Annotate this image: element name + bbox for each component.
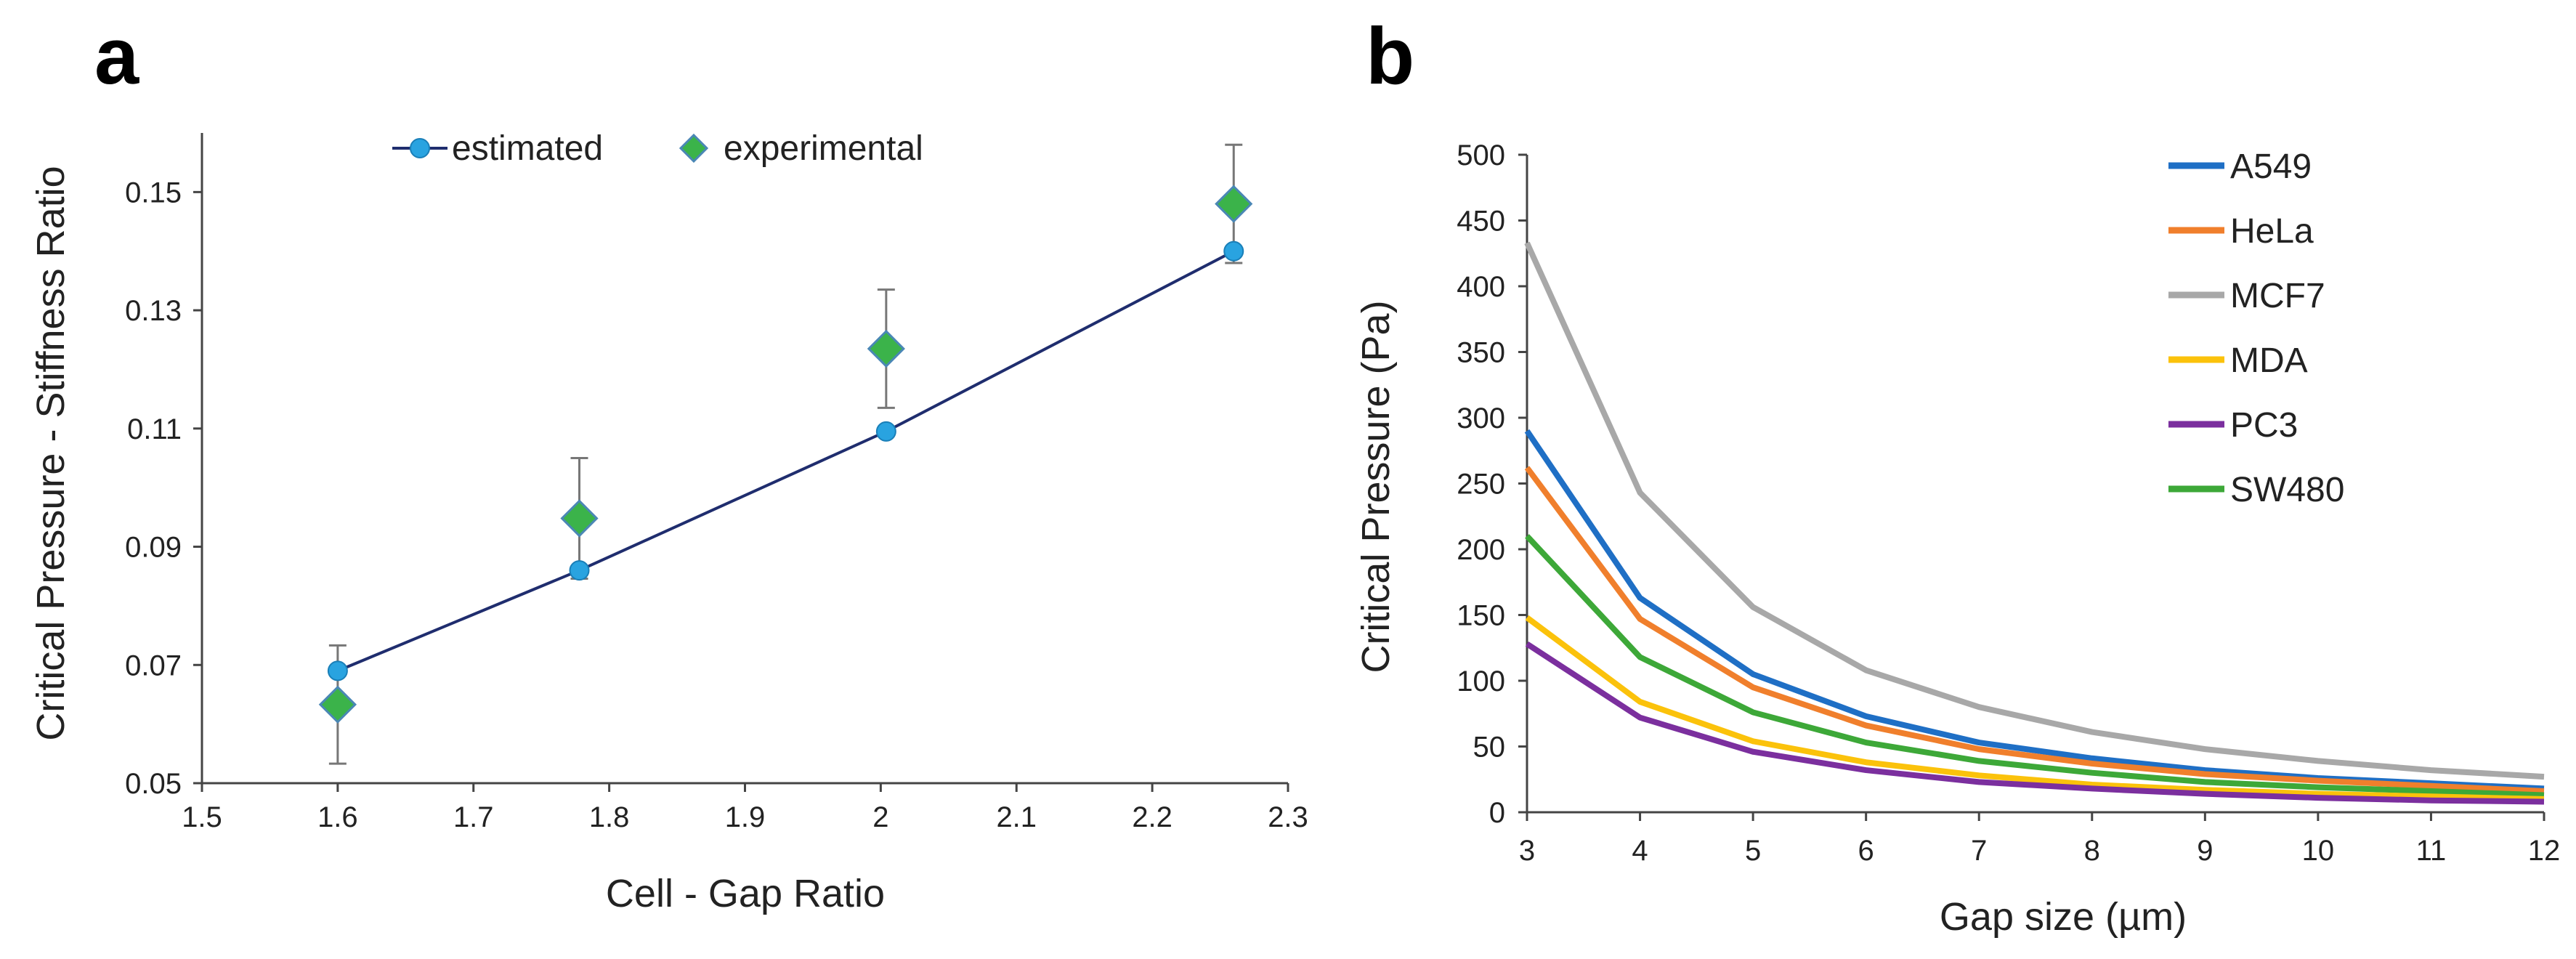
chart-b-y-tick-label: 200	[1457, 534, 1505, 566]
chart-a-y-tick-label: 0.09	[125, 532, 182, 564]
chart-b-x-axis-title: Gap size (µm)	[1940, 895, 2187, 939]
chart-a-x-tick-label: 1.9	[725, 801, 766, 833]
experimental-point	[867, 329, 905, 368]
chart-a-x-tick-label: 1.5	[182, 801, 222, 833]
estimated-series-line	[337, 249, 1235, 673]
legend-label-a549: A549	[2230, 147, 2312, 186]
series-line-sw480	[1525, 534, 2545, 798]
chart-b-x-tick-label: 12	[2528, 835, 2561, 867]
series-line-mcf7	[1524, 241, 2545, 780]
chart-a-y-tick-label: 0.07	[125, 650, 182, 681]
chart-b-x-tick-label: 8	[2084, 835, 2100, 867]
legend-label-mcf7: MCF7	[2230, 277, 2325, 315]
chart-b-y-tick-label: 400	[1457, 271, 1505, 303]
chart-b-y-tick-label: 0	[1489, 797, 1505, 829]
chart-a-x-axis-title: Cell - Gap Ratio	[606, 872, 885, 915]
chart-b-x-tick-label: 11	[2416, 835, 2447, 867]
chart-a-x-tick-label: 2	[872, 801, 888, 833]
legend-label-pc3: PC3	[2230, 406, 2298, 445]
experimental-point	[1215, 185, 1253, 223]
chart-a-x-tick-label: 1.8	[589, 801, 630, 833]
legend-label-sw480: SW480	[2230, 471, 2344, 509]
chart-b-y-tick-label: 100	[1457, 665, 1505, 697]
estimated-point	[875, 421, 896, 442]
estimated-point	[569, 560, 590, 581]
series-line-hela	[1524, 466, 2545, 795]
legend-experimental-marker	[679, 133, 709, 163]
chart-a-y-tick-label: 0.13	[125, 295, 182, 327]
series-line-mda	[1525, 615, 2545, 802]
chart-b-y-axis-title: Critical Pressure (Pa)	[1354, 300, 1398, 673]
chart-b-y-tick-label: 300	[1457, 402, 1505, 434]
chart-b-y-tick-label: 150	[1457, 600, 1505, 632]
legend-label-mda: MDA	[2230, 341, 2308, 380]
chart-a-x-tick-label: 2.1	[996, 801, 1037, 833]
panel-label-a: a	[94, 12, 139, 101]
chart-a-y-tick-label: 0.05	[125, 768, 182, 800]
chart-a: Cell - Gap Ratio Critical Pressure - Sti…	[29, 129, 1308, 915]
chart-b-y-tick-label: 500	[1457, 139, 1505, 171]
legend-estimated-label: estimated	[452, 129, 603, 168]
chart-a-x-tick-label: 2.2	[1132, 801, 1172, 833]
legend-label-hela: HeLa	[2230, 212, 2314, 251]
estimated-point	[327, 660, 348, 681]
chart-b-y-tick-label: 250	[1457, 469, 1505, 501]
chart-a-x-tick-label: 2.3	[1268, 801, 1308, 833]
series-line-pc3	[1525, 641, 2545, 805]
chart-b-x-tick-label: 7	[1971, 835, 1987, 867]
legend-estimated-marker	[410, 138, 430, 158]
chart-a-x-tick-label: 1.7	[453, 801, 494, 833]
panel-label-b: b	[1366, 12, 1414, 101]
chart-b-y-tick-label: 350	[1457, 337, 1505, 369]
chart-a-y-axis-title: Critical Pressure - Stiffness Ratio	[29, 166, 73, 740]
estimated-point	[1223, 240, 1244, 262]
chart-b-x-tick-label: 4	[1632, 835, 1648, 867]
series-line-a549	[1524, 429, 2545, 792]
chart-b-y-tick-label: 50	[1473, 732, 1506, 764]
legend-experimental-label: experimental	[724, 129, 923, 168]
chart-b-x-tick-label: 6	[1858, 835, 1874, 867]
chart-a-y-tick-label: 0.15	[125, 177, 182, 209]
chart-b-y-tick-label: 450	[1457, 206, 1505, 238]
chart-b-x-tick-label: 10	[2302, 835, 2335, 867]
experimental-point	[560, 499, 599, 538]
chart-b-x-tick-label: 9	[2197, 835, 2213, 867]
chart-b-x-tick-label: 3	[1519, 835, 1535, 867]
chart-a-y-tick-label: 0.11	[127, 413, 182, 445]
experimental-point	[318, 685, 357, 724]
chart-b-x-tick-label: 5	[1745, 835, 1761, 867]
chart-a-x-tick-label: 1.6	[317, 801, 358, 833]
